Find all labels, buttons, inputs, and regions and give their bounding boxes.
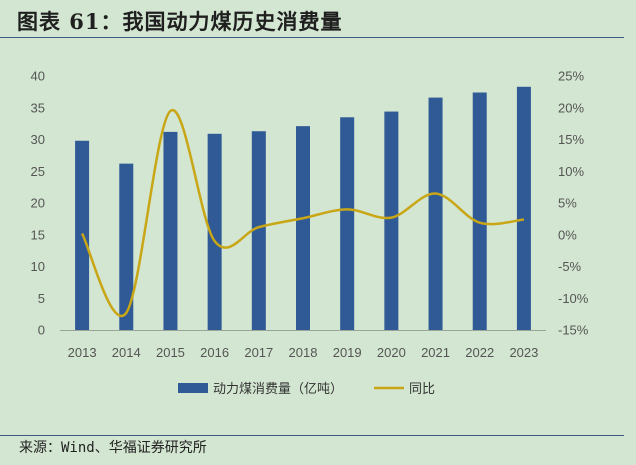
bar xyxy=(163,131,178,330)
bar xyxy=(384,111,399,330)
left-tick-label: 40 xyxy=(31,69,45,84)
chart: 0 5 10 15 20 25 30 35 40 -15% -10% -5% 0% 5% 10% 15% 20… xyxy=(31,69,589,398)
x-tick-label: 2019 xyxy=(333,345,362,360)
title-rule xyxy=(0,37,624,38)
legend: 动力煤消费量（亿吨） 同比 xyxy=(178,382,435,397)
x-tick-label: 2016 xyxy=(200,345,229,360)
legend-line-label: 同比 xyxy=(409,382,435,397)
left-tick-label: 35 xyxy=(31,100,45,115)
bar-series xyxy=(75,86,531,331)
x-tick-label: 2017 xyxy=(244,345,273,360)
left-tick-label: 10 xyxy=(31,259,45,274)
left-tick-label: 5 xyxy=(38,291,45,306)
line-path xyxy=(80,109,525,318)
bar xyxy=(207,133,222,330)
x-tick-label: 2018 xyxy=(289,345,318,360)
x-axis: 2013 2014 2015 2016 2017 2018 2019 2020 2021 2022… xyxy=(60,330,546,360)
right-tick-label: 25% xyxy=(558,69,584,84)
source-rule xyxy=(0,435,624,436)
left-tick-label: 20 xyxy=(31,196,45,211)
right-tick-label: 5% xyxy=(558,196,577,211)
right-tick-label: -5% xyxy=(558,259,582,274)
right-tick-label: -15% xyxy=(558,323,589,338)
left-tick-label: 30 xyxy=(31,132,45,147)
bar xyxy=(119,163,134,330)
x-tick-label: 2015 xyxy=(156,345,185,360)
x-tick-label: 2020 xyxy=(377,345,406,360)
line-series xyxy=(80,109,525,318)
left-tick-label: 0 xyxy=(38,323,45,338)
x-tick-label: 2021 xyxy=(421,345,450,360)
figure-title: 图表 61：我国动力煤历史消费量 xyxy=(17,9,343,34)
right-tick-label: 20% xyxy=(558,100,584,115)
left-axis: 0 5 10 15 20 25 30 35 40 xyxy=(31,69,45,338)
bar xyxy=(340,117,355,331)
bar xyxy=(516,86,531,330)
x-tick-label: 2023 xyxy=(509,345,538,360)
right-axis: -15% -10% -5% 0% 5% 10% 15% 20% 25% xyxy=(558,69,589,338)
right-tick-label: 10% xyxy=(558,164,584,179)
bar xyxy=(251,131,266,330)
left-tick-label: 25 xyxy=(31,164,45,179)
x-tick-label: 2022 xyxy=(465,345,494,360)
bar xyxy=(472,92,487,330)
bar xyxy=(296,126,310,330)
right-tick-label: -10% xyxy=(558,291,589,306)
x-tick-label: 2013 xyxy=(68,345,97,360)
left-tick-label: 15 xyxy=(31,227,45,242)
legend-bar-label: 动力煤消费量（亿吨） xyxy=(213,382,343,397)
source-note: 来源：Wind、华福证券研究所 xyxy=(19,440,207,456)
right-tick-label: 15% xyxy=(558,132,584,147)
x-tick-label: 2014 xyxy=(112,345,141,360)
legend-bar-swatch xyxy=(178,383,208,393)
right-tick-label: 0% xyxy=(558,227,577,242)
bar xyxy=(428,97,443,330)
